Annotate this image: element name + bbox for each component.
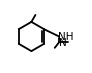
Text: N: N [59, 38, 67, 48]
Text: NH: NH [58, 32, 74, 42]
